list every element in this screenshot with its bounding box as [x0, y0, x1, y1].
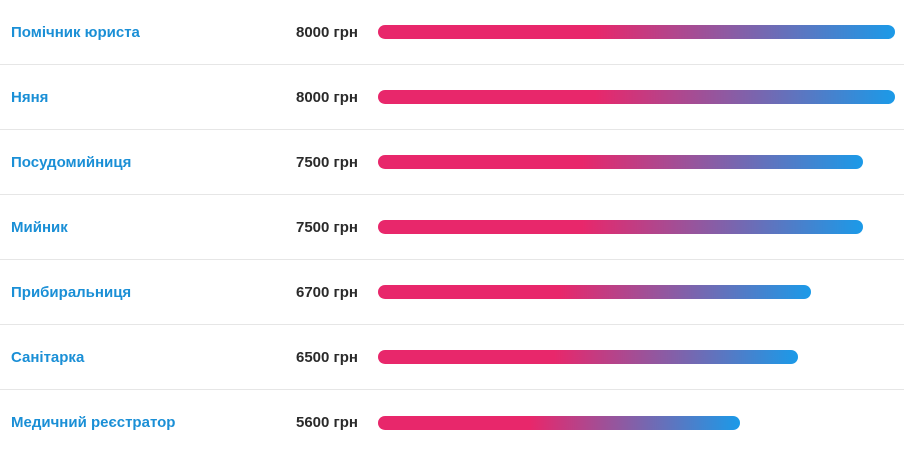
bar-track — [378, 25, 895, 39]
bar-track — [378, 220, 895, 234]
bar — [378, 155, 863, 169]
category-label[interactable]: Мийник — [11, 218, 68, 236]
category-label[interactable]: Прибиральниця — [11, 283, 132, 301]
bar — [378, 415, 740, 430]
category-label[interactable]: Посудомийниця — [11, 153, 132, 171]
value-label: 7500 грн — [295, 218, 358, 236]
bar — [378, 25, 895, 39]
category-label[interactable]: Санітарка — [11, 348, 85, 366]
bar-track — [378, 415, 895, 430]
category-label[interactable]: Няня — [11, 88, 49, 106]
value-label: 6700 грн — [295, 283, 358, 301]
bar-track — [378, 155, 895, 169]
chart-row: Санітарка 6500 грн — [0, 325, 904, 390]
value-label: 7500 грн — [295, 153, 358, 171]
value-label: 6500 грн — [295, 348, 358, 366]
chart-row: Помічник юриста 8000 грн — [0, 0, 904, 65]
value-label: 5600 грн — [295, 414, 358, 431]
chart-row: Мийник 7500 грн — [0, 195, 904, 260]
chart-row: Посудомийниця 7500 грн — [0, 130, 904, 195]
chart-row: Прибиральниця 6700 грн — [0, 260, 904, 325]
bar — [378, 220, 863, 234]
value-label: 8000 грн — [295, 88, 358, 106]
bar-track — [378, 90, 895, 104]
bar-track — [378, 285, 895, 299]
bar — [378, 285, 811, 299]
bar-track — [378, 350, 895, 364]
category-label[interactable]: Медичний реєстратор — [11, 414, 176, 431]
category-label[interactable]: Помічник юриста — [11, 23, 140, 41]
value-label: 8000 грн — [295, 23, 358, 41]
chart-row: Няня 8000 грн — [0, 65, 904, 130]
bar — [378, 90, 895, 104]
bar — [378, 350, 798, 364]
chart-row: Медичний реєстратор 5600 грн — [0, 390, 904, 455]
